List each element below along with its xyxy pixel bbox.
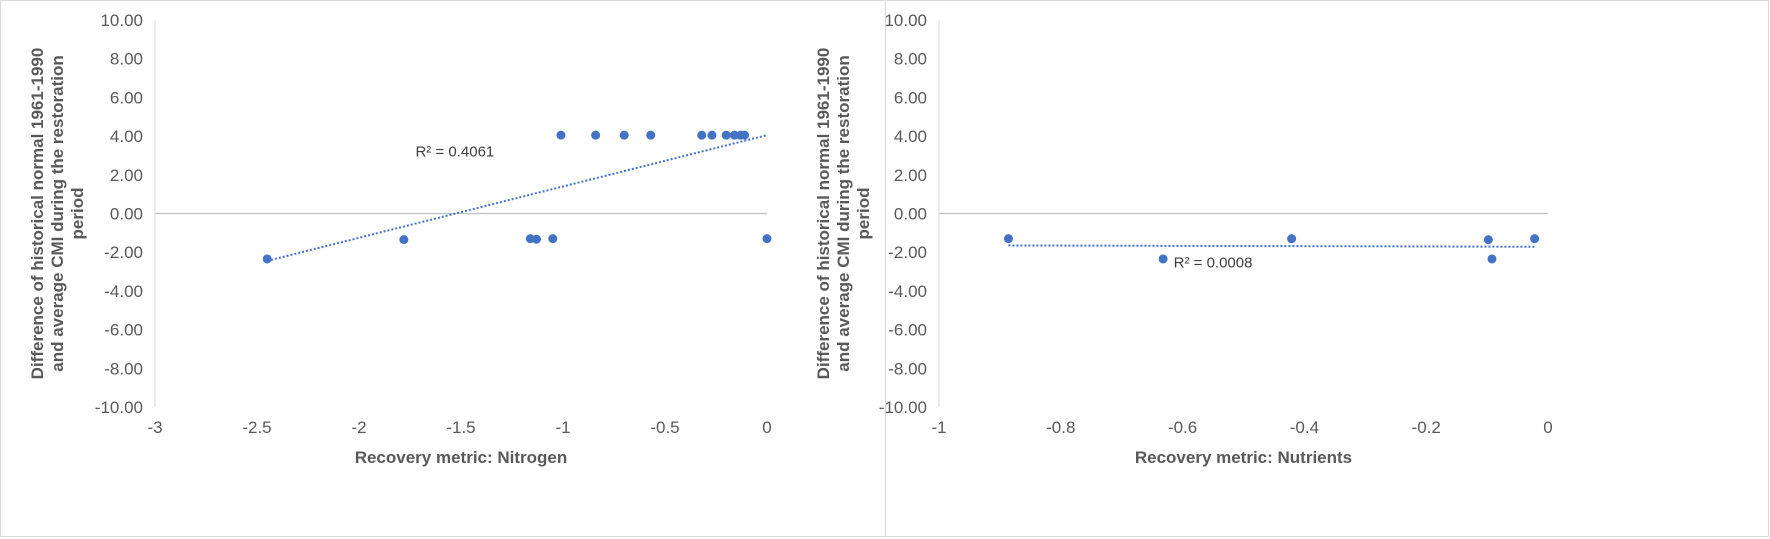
data-point	[1483, 235, 1493, 245]
x-axis-title: Recovery metric: Nitrogen	[355, 448, 568, 467]
x-tick-label: -1	[931, 418, 946, 437]
data-point	[262, 254, 272, 264]
x-tick-label: -3	[147, 418, 162, 437]
x-tick-label: -0.4	[1290, 418, 1319, 437]
y-tick-label: -8.00	[104, 359, 143, 378]
y-tick-label: -4.00	[888, 282, 927, 301]
data-point	[740, 130, 750, 140]
y-tick-label: -6.00	[104, 321, 143, 340]
trendline	[266, 134, 768, 262]
y-axis-title: Difference of historical normal 1961-199…	[28, 48, 87, 380]
y-tick-label: -10.00	[879, 398, 927, 417]
chart-panel-nutrients: 10.00 8.00 6.00 4.00 2.00 0.00 -2.00 -4.00 -6.00…	[814, 0, 1769, 537]
y-tick-label: -6.00	[888, 321, 927, 340]
y-tick-label: -2.00	[888, 243, 927, 262]
y-tick-label: 10.00	[884, 11, 927, 30]
x-tick-label: -2	[351, 418, 366, 437]
r-squared-label: R² = 0.4061	[415, 143, 494, 160]
x-tick-label: -1.5	[446, 418, 475, 437]
x-tick-label: -0.8	[1046, 418, 1075, 437]
trendline	[1008, 244, 1535, 248]
y-tick-label: -10.00	[95, 398, 143, 417]
y-tick-label: -4.00	[104, 282, 143, 301]
scatter-chart-nitrogen: 10.00 8.00 6.00 4.00 2.00 0.00 -2.00 -4.00 -6.00…	[28, 11, 772, 467]
x-axis-title: Recovery metric: Nutrients	[1135, 448, 1352, 467]
y-axis-title-line: and average CMI during the restoration	[48, 55, 67, 371]
x-tick-label: -2.5	[242, 418, 271, 437]
r-squared-label: R² = 0.0008	[1174, 255, 1253, 272]
y-axis-title-line: and average CMI during the restoration	[834, 55, 853, 371]
data-point	[707, 130, 717, 140]
y-axis-title-line: period	[68, 188, 87, 240]
y-tick-label: 10.00	[100, 11, 143, 30]
data-point	[548, 234, 558, 244]
data-point	[1287, 234, 1297, 244]
y-tick-label: 2.00	[110, 166, 143, 185]
y-axis-title-line: Difference of historical normal 1961-199…	[814, 48, 833, 380]
y-tick-label: 2.00	[894, 166, 927, 185]
y-axis-title-line: period	[854, 188, 873, 240]
data-point	[1158, 254, 1168, 264]
x-tick-label: -0.5	[650, 418, 679, 437]
data-point	[556, 130, 566, 140]
y-tick-label: 6.00	[110, 88, 143, 107]
y-axis-title: Difference of historical normal 1961-199…	[814, 48, 873, 380]
x-tick-label: -1	[555, 418, 570, 437]
scatter-chart-nutrients: 10.00 8.00 6.00 4.00 2.00 0.00 -2.00 -4.00 -6.00…	[814, 11, 1553, 467]
y-tick-label: 8.00	[110, 50, 143, 69]
data-point	[697, 130, 707, 140]
data-point	[1003, 234, 1013, 244]
y-tick-label: 4.00	[110, 127, 143, 146]
data-point	[399, 235, 409, 245]
y-tick-label: 4.00	[894, 127, 927, 146]
data-point	[762, 234, 772, 244]
x-tick-label: -0.2	[1412, 418, 1441, 437]
y-tick-label: -2.00	[104, 243, 143, 262]
x-tick-label: 0	[762, 418, 771, 437]
data-point	[1530, 234, 1540, 244]
y-tick-label: 0.00	[894, 205, 927, 224]
data-point	[1487, 254, 1497, 264]
x-tick-label: 0	[1543, 418, 1552, 437]
x-tick-label: -0.6	[1168, 418, 1197, 437]
data-point	[721, 130, 731, 140]
y-tick-label: -8.00	[888, 359, 927, 378]
y-axis-title-line: Difference of historical normal 1961-199…	[28, 48, 47, 380]
y-tick-label: 8.00	[894, 50, 927, 69]
data-point	[531, 234, 541, 244]
chart-panel-nitrogen: 10.00 8.00 6.00 4.00 2.00 0.00 -2.00 -4.00 -6.00…	[0, 0, 887, 537]
y-tick-label: 6.00	[894, 88, 927, 107]
data-point	[619, 130, 629, 140]
data-point	[646, 130, 656, 140]
data-point	[591, 130, 601, 140]
y-tick-label: 0.00	[110, 205, 143, 224]
